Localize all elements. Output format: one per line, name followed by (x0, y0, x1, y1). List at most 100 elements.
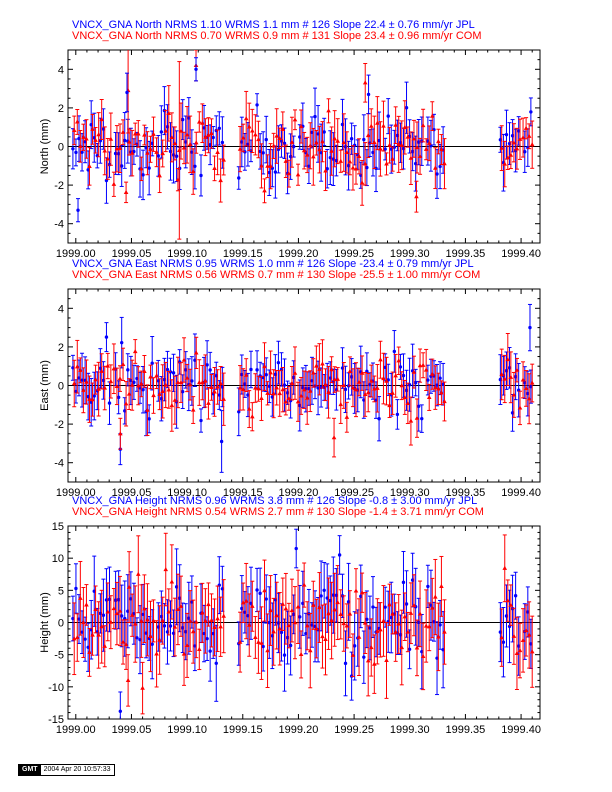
height-point-jpl (322, 588, 326, 592)
gmt-logo: GMT (19, 765, 41, 775)
north-point-com (117, 145, 123, 150)
north-point-com (289, 139, 295, 144)
height-xtick-label: 1999.30 (390, 724, 430, 736)
north-data-area (70, 50, 535, 240)
north-point-jpl (120, 164, 124, 168)
east-point-com (240, 386, 246, 391)
east-point-com (517, 405, 523, 410)
east-point-com (203, 378, 208, 383)
north-point-com (102, 148, 108, 153)
east-point-jpl (528, 325, 532, 330)
height-point-com (135, 571, 141, 576)
height-point-com (209, 617, 214, 623)
east-point-com (271, 391, 276, 396)
height-point-com (353, 588, 359, 593)
east-point-com (71, 381, 77, 386)
height-title-com: VNCX_GNA Height NRMS 0.54 WRMS 2.7 mm # … (72, 506, 484, 518)
east-point-com (237, 385, 243, 390)
east-point-com (135, 383, 141, 388)
north-point-com (417, 153, 423, 158)
east-point-com (184, 375, 190, 380)
north-point-jpl (504, 132, 509, 137)
height-point-com (368, 644, 374, 650)
height-point-jpl (258, 591, 262, 596)
north-point-com (123, 189, 129, 194)
north-point-com (332, 136, 337, 141)
north-point-jpl (125, 90, 129, 95)
east-point-com (335, 376, 341, 381)
north-point-com (356, 153, 362, 158)
east-point-jpl (343, 387, 348, 392)
north-point-com (240, 135, 246, 140)
north-point-com (218, 178, 223, 183)
north-point-com (436, 139, 441, 144)
north-point-jpl (438, 164, 442, 169)
north-point-com (256, 136, 261, 142)
north-point-com (209, 131, 214, 136)
east-point-com (120, 361, 126, 366)
east-point-com (411, 369, 417, 374)
north-point-com (514, 146, 520, 151)
north-point-com (259, 163, 264, 168)
east-point-jpl (438, 376, 442, 380)
height-point-com (505, 598, 511, 603)
north-ytick-label: 2 (58, 103, 64, 115)
east-point-com (256, 386, 261, 391)
height-point-com (526, 632, 532, 637)
north-point-com (151, 131, 156, 136)
height-point-com (196, 646, 202, 651)
north-point-com (90, 126, 95, 131)
height-point-com (87, 649, 92, 654)
height-point-jpl (83, 637, 87, 641)
height-xtick-label: 1999.10 (167, 724, 207, 736)
east-point-com (520, 377, 526, 382)
height-point-com (347, 611, 353, 616)
height-point-jpl (352, 644, 357, 648)
height-point-com (265, 648, 270, 653)
east-xtick-label: 1999.20 (279, 487, 319, 499)
north-point-com (99, 116, 104, 122)
east-xtick-label: 1999.10 (167, 487, 207, 499)
east-point-com (396, 358, 402, 363)
height-point-jpl (513, 594, 518, 598)
north-point-com (243, 116, 249, 121)
north-point-jpl (264, 137, 268, 142)
north-point-jpl (220, 140, 225, 145)
east-point-com (529, 380, 535, 385)
north-point-com (320, 139, 325, 144)
east-point-jpl (205, 363, 209, 367)
north-point-com (160, 150, 165, 156)
east-point-com (317, 366, 322, 371)
north-point-com (265, 163, 270, 168)
east-point-com (433, 385, 438, 390)
east-point-jpl (104, 335, 109, 339)
east-point-jpl (120, 340, 124, 345)
north-point-com (200, 120, 205, 125)
height-point-com (237, 639, 243, 644)
north-point-com (314, 140, 319, 145)
east-ytick-label: -4 (54, 458, 64, 470)
east-point-com (399, 383, 405, 388)
height-point-com (120, 639, 126, 644)
north-point-com (81, 134, 86, 139)
east-point-com (196, 380, 202, 385)
east-point-com (102, 385, 108, 390)
east-point-jpl (377, 417, 381, 421)
east-point-jpl (264, 372, 268, 377)
height-point-com (215, 616, 220, 621)
north-ytick-label: -2 (54, 180, 64, 192)
north-point-jpl (74, 150, 78, 155)
height-point-jpl (294, 546, 298, 551)
height-point-com (344, 623, 350, 628)
height-point-com (187, 618, 193, 623)
height-point-com (126, 584, 132, 589)
north-point-com (420, 123, 426, 128)
east-xtick-label: 1999.25 (334, 487, 374, 499)
north-point-com (350, 165, 356, 170)
height-point-com (341, 621, 347, 626)
height-point-com (78, 595, 83, 600)
north-point-com (329, 148, 334, 153)
north-point-com (274, 133, 280, 138)
east-point-com (221, 396, 226, 401)
height-point-com (508, 602, 514, 607)
